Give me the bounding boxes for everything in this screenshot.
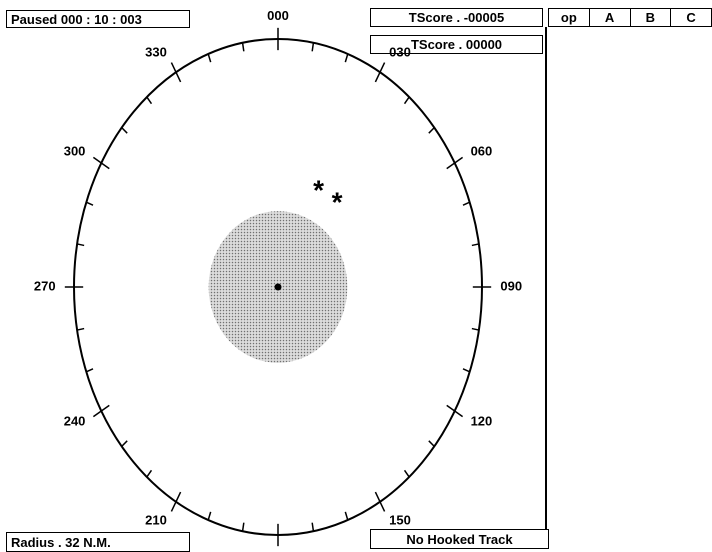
tscore-display-secondary: TScore . 00000	[370, 35, 543, 54]
bearing-label-180: 180	[267, 549, 289, 550]
mode-button-b[interactable]: B	[631, 9, 672, 26]
bearing-label-060: 060	[471, 143, 493, 158]
bearing-tick	[85, 201, 94, 206]
bearing-tick	[311, 42, 315, 52]
radius-label: Radius . 32 N.M.	[6, 532, 190, 552]
bearing-tick	[374, 62, 386, 83]
contact-symbol[interactable]: *	[332, 187, 343, 218]
bearing-tick	[170, 491, 182, 512]
mode-button-a[interactable]: A	[590, 9, 631, 26]
bearing-tick	[92, 156, 110, 170]
bearing-labels: 000 030 060 090 120 150 180 210 240 270 300 330	[34, 8, 522, 550]
bearing-label-330: 330	[145, 44, 167, 59]
mode-button-op[interactable]: op	[549, 9, 590, 26]
bearing-tick	[471, 327, 480, 331]
bearing-label-270: 270	[34, 278, 56, 293]
bearing-label-090: 090	[500, 278, 522, 293]
bearing-tick	[76, 327, 85, 331]
bearing-label-300: 300	[64, 143, 86, 158]
bearing-tick	[462, 201, 471, 206]
bearing-tick	[471, 243, 480, 247]
bearing-tick	[403, 96, 410, 105]
bearing-tick	[241, 42, 245, 52]
bearing-ticks	[64, 27, 492, 547]
bearing-tick	[241, 522, 245, 532]
bearing-tick	[146, 469, 153, 478]
bearing-tick	[121, 440, 128, 447]
bearing-tick	[374, 491, 386, 512]
bearing-tick	[446, 404, 464, 418]
tscore-display-primary: TScore . -00005	[370, 8, 543, 27]
own-ship-marker[interactable]	[274, 283, 282, 291]
bearing-tick	[446, 156, 464, 170]
bearing-label-000: 000	[267, 8, 289, 23]
bearing-tick	[146, 96, 153, 105]
bearing-label-120: 120	[471, 414, 493, 429]
bearing-tick	[428, 440, 435, 447]
panel-divider	[545, 27, 547, 529]
bearing-label-030: 030	[389, 44, 411, 59]
mode-button-bar: op A B C	[548, 8, 712, 27]
bearing-tick	[92, 404, 110, 418]
bearing-label-240: 240	[64, 414, 86, 429]
bearing-tick	[311, 522, 315, 532]
bearing-tick	[121, 127, 128, 134]
bearing-tick	[207, 53, 212, 63]
contacts-layer: **	[313, 175, 343, 218]
bearing-tick	[170, 62, 182, 83]
bearing-tick	[85, 368, 94, 373]
bearing-tick	[403, 469, 410, 478]
bearing-tick	[344, 511, 349, 521]
contact-symbol[interactable]: *	[313, 175, 324, 206]
bearing-tick	[462, 368, 471, 373]
paused-status-label: Paused 000 : 10 : 003	[6, 10, 190, 28]
hooked-track-label: No Hooked Track	[370, 529, 549, 549]
bearing-label-210: 210	[145, 513, 167, 528]
bearing-tick	[76, 243, 85, 247]
bearing-tick	[207, 511, 212, 521]
bearing-tick	[344, 53, 349, 63]
bearing-tick	[428, 127, 435, 134]
bearing-label-150: 150	[389, 513, 411, 528]
